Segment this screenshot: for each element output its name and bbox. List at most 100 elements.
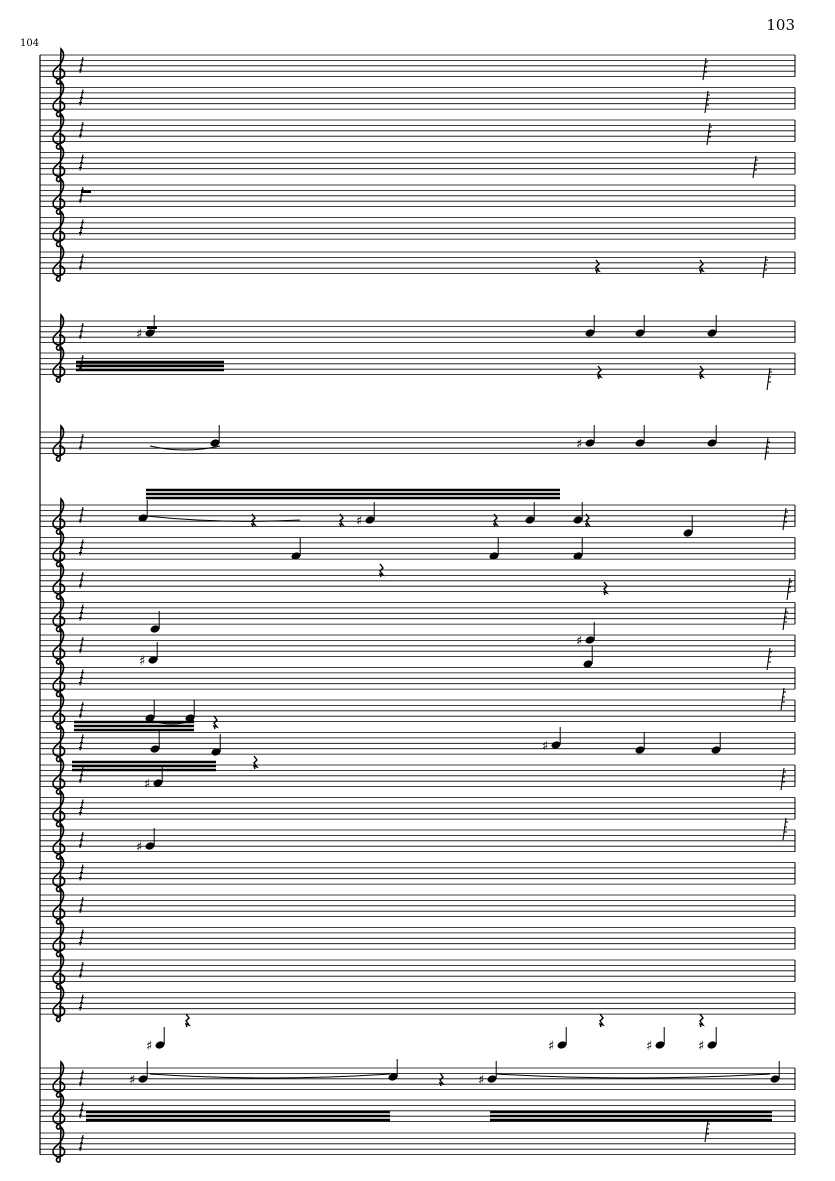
rest-symbol [786, 577, 792, 601]
rest-symbol [79, 864, 84, 881]
note-head [489, 552, 499, 560]
rest-symbol [79, 433, 84, 451]
note-head [150, 625, 160, 633]
sharp-icon: ♯ [139, 654, 145, 669]
note-head [138, 514, 148, 522]
rest-symbol [79, 636, 84, 654]
treble-clef-icon [52, 659, 66, 698]
note-head [148, 656, 158, 664]
rest-symbol [79, 571, 84, 589]
treble-clef-icon [52, 594, 66, 633]
sharp-icon: ♯ [548, 1039, 554, 1054]
rest-symbol [79, 506, 84, 524]
sharp-icon: ♯ [136, 840, 142, 855]
note-head [573, 516, 583, 524]
treble-clef-icon [52, 177, 66, 215]
note-head [707, 329, 717, 337]
quarter-rest [492, 513, 499, 528]
treble-clef-icon [52, 627, 66, 665]
quarter-rest [596, 365, 603, 380]
whole-rest [81, 190, 91, 193]
rest-symbol [79, 961, 84, 979]
treble-clef-icon [52, 79, 66, 118]
note-head [585, 636, 595, 644]
note-head [573, 552, 583, 560]
quarter-rest [698, 259, 705, 274]
sharp-icon: ♯ [136, 327, 142, 342]
sharp-icon: ♯ [698, 1039, 704, 1054]
rest-symbol [79, 929, 84, 946]
rest-symbol [79, 154, 84, 171]
rest-symbol [782, 507, 788, 531]
treble-clef-icon [52, 1125, 66, 1163]
sharp-icon: ♯ [576, 437, 582, 452]
note-head [585, 439, 595, 447]
note-head [551, 741, 561, 749]
note-head [210, 439, 220, 447]
sharp-icon: ♯ [478, 1073, 484, 1088]
treble-clef-icon [52, 112, 66, 150]
rest-symbol [762, 255, 768, 279]
rest-symbol [79, 186, 84, 204]
measure-number: 104 [20, 38, 40, 49]
quarter-rest [338, 513, 345, 528]
note-head [185, 714, 195, 722]
page-number: 103 [766, 16, 795, 34]
sharp-icon: ♯ [542, 739, 548, 754]
tie [149, 719, 195, 725]
rest-symbol [79, 539, 84, 556]
treble-clef-icon [52, 789, 66, 828]
treble-clef-icon [52, 47, 66, 85]
treble-clef-icon [52, 887, 66, 925]
treble-clef-icon [52, 952, 66, 990]
quarter-rest [584, 513, 591, 528]
note-head [365, 516, 375, 524]
sharp-icon: ♯ [129, 1073, 135, 1088]
quarter-rest [250, 513, 257, 528]
rest-symbol [79, 89, 84, 106]
sharp-icon: ♯ [144, 777, 150, 792]
note-head [211, 748, 221, 756]
note-head [155, 1041, 165, 1049]
note-head [388, 1073, 398, 1081]
treble-clef-icon [52, 919, 66, 958]
rest-symbol [79, 994, 84, 1011]
rest-symbol [780, 767, 786, 791]
note-head [655, 1041, 665, 1049]
rest-symbol [766, 367, 772, 391]
treble-clef-icon [52, 209, 66, 248]
treble-clef-icon [52, 822, 66, 860]
note-head [150, 745, 160, 753]
note-head [683, 529, 693, 537]
note-head [145, 714, 155, 722]
tie [149, 1073, 391, 1079]
rest-symbol [79, 604, 84, 621]
rest-symbol [752, 155, 758, 179]
note-head [585, 329, 595, 337]
rest-symbol [706, 122, 712, 146]
treble-clef-icon [52, 313, 66, 351]
rest-symbol [79, 1101, 84, 1119]
treble-clef-icon [52, 757, 66, 795]
treble-clef-icon [52, 724, 66, 763]
quarter-rest [184, 1013, 191, 1028]
rest-symbol [704, 90, 710, 114]
rest-symbol [79, 669, 84, 686]
rest-symbol [782, 817, 788, 841]
note-head [291, 552, 301, 560]
note-head [635, 329, 645, 337]
treble-clef-icon [52, 345, 66, 383]
note-head [635, 439, 645, 447]
treble-clef-icon [52, 424, 66, 462]
rest-symbol [704, 1119, 710, 1143]
rest-symbol [79, 1134, 84, 1152]
note-head [707, 1041, 717, 1049]
treble-clef-icon [52, 244, 66, 282]
quarter-rest [698, 365, 705, 380]
quarter-rest [212, 715, 219, 730]
note-head [145, 329, 155, 337]
treble-clef-icon [52, 1060, 66, 1098]
treble-clef-icon [52, 529, 66, 568]
sharp-icon: ♯ [146, 1039, 152, 1054]
